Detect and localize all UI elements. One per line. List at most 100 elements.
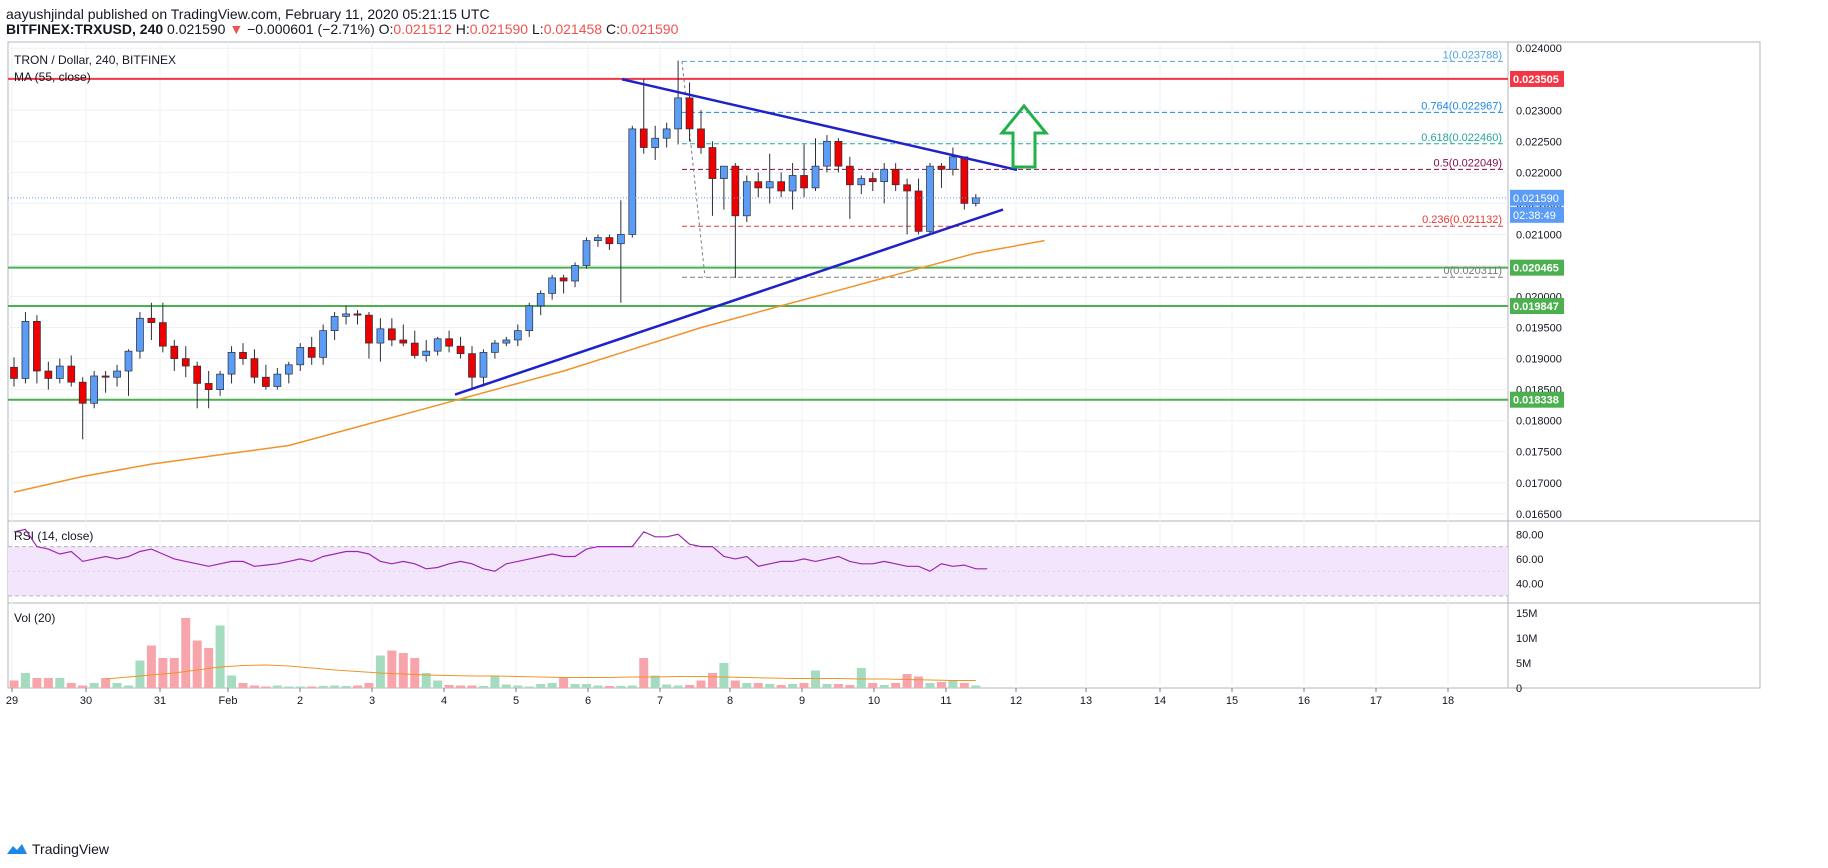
candle <box>10 357 18 387</box>
candle-body <box>628 128 637 235</box>
candle <box>410 330 419 359</box>
volume-bar <box>158 658 168 688</box>
change-down-icon: ▼ <box>229 21 244 37</box>
candle <box>823 135 831 173</box>
candle-body <box>903 184 911 192</box>
candle-body <box>170 345 179 359</box>
ma-line <box>13 239 1045 493</box>
candle-body <box>651 137 660 148</box>
candle-body <box>456 345 465 354</box>
volume-bar <box>879 685 889 688</box>
candle <box>250 349 259 384</box>
volume-bar <box>433 680 443 688</box>
candle-body <box>926 165 934 232</box>
volume-bar <box>227 675 237 688</box>
candle-body <box>868 178 877 183</box>
brand-name: TradingView <box>32 841 110 857</box>
candle-body <box>513 330 522 341</box>
candle <box>445 330 453 353</box>
chart-title: TRON / Dollar, 240, BITFINEX <box>14 53 176 67</box>
candle <box>342 305 350 325</box>
candle-body <box>136 317 144 352</box>
candle <box>834 138 843 173</box>
candle-body <box>720 165 728 179</box>
candle-body <box>937 165 946 170</box>
volume-bar <box>845 685 855 688</box>
candle <box>296 343 305 372</box>
candle <box>742 175 751 223</box>
y-tick-label: 0.024000 <box>1516 43 1562 55</box>
rsi-legend: RSI (14, close) <box>14 529 93 543</box>
symbol-name: BITFINEX:TRXUSD, 240 <box>6 21 164 37</box>
volume-bar <box>444 685 454 688</box>
candle <box>914 178 923 235</box>
candle <box>868 172 877 191</box>
volume-bar <box>353 685 362 688</box>
tradingview-logo-icon <box>7 844 27 854</box>
candle-body <box>834 140 843 167</box>
candle <box>193 361 202 409</box>
candle <box>720 165 728 210</box>
x-tick-label: 8 <box>727 695 733 707</box>
x-tick-label: 17 <box>1370 695 1382 707</box>
candle-body <box>90 375 99 404</box>
volume-bar <box>662 684 672 688</box>
volume-bar <box>582 684 591 688</box>
x-tick-label: 9 <box>799 695 805 707</box>
x-tick-label: 14 <box>1154 695 1166 707</box>
candle-body <box>777 181 786 192</box>
candle-body <box>227 352 236 375</box>
candle <box>845 156 854 219</box>
volume-bar <box>811 670 820 688</box>
volume-bar <box>742 683 752 688</box>
candle-body <box>548 277 557 294</box>
candle-body <box>800 175 808 189</box>
x-tick-label: 31 <box>154 695 166 707</box>
volume-bar <box>799 683 809 688</box>
volume-bar <box>902 674 912 688</box>
vol-tick-label: 0 <box>1516 683 1522 695</box>
candle <box>319 324 327 365</box>
x-tick-label: 10 <box>868 695 880 707</box>
x-tick-label: 7 <box>657 695 663 707</box>
volume-bar <box>181 618 191 688</box>
candle <box>136 312 144 359</box>
volume-bar <box>914 676 924 688</box>
candle <box>273 367 282 390</box>
ohlc-low: 0.021458 <box>543 21 603 37</box>
level-tag <box>1510 259 1564 276</box>
volume-bar <box>272 685 282 688</box>
candle <box>548 274 557 300</box>
x-tick-label: 16 <box>1298 695 1310 707</box>
candle <box>949 147 957 176</box>
candle-body <box>605 237 614 245</box>
candle <box>937 163 946 188</box>
candle <box>422 339 431 362</box>
volume-bar <box>421 673 431 688</box>
volume-bar <box>501 684 511 688</box>
candle-body <box>823 140 831 167</box>
candle-body <box>685 97 694 130</box>
footer-brand: TradingView <box>6 841 109 857</box>
candle <box>124 349 133 396</box>
candle-body <box>708 147 717 179</box>
vol-tick-label: 10M <box>1516 633 1537 645</box>
candle-body <box>399 339 408 344</box>
candle-body <box>491 342 499 353</box>
volume-bar <box>948 681 958 688</box>
candle-body <box>502 339 511 344</box>
candle-body <box>78 381 87 404</box>
symbol-header: BITFINEX:TRXUSD, 240 0.021590 ▼ −0.00060… <box>6 21 678 37</box>
candle-body <box>731 165 740 217</box>
candle <box>67 355 76 387</box>
candle <box>181 346 190 378</box>
candle <box>525 302 534 337</box>
candle-body <box>536 293 545 307</box>
candle-body <box>307 347 316 358</box>
candle-body <box>559 277 568 282</box>
candle-body <box>193 365 202 384</box>
x-tick-label: 5 <box>513 695 519 707</box>
volume-bar <box>146 645 156 688</box>
candle-body <box>216 373 224 390</box>
